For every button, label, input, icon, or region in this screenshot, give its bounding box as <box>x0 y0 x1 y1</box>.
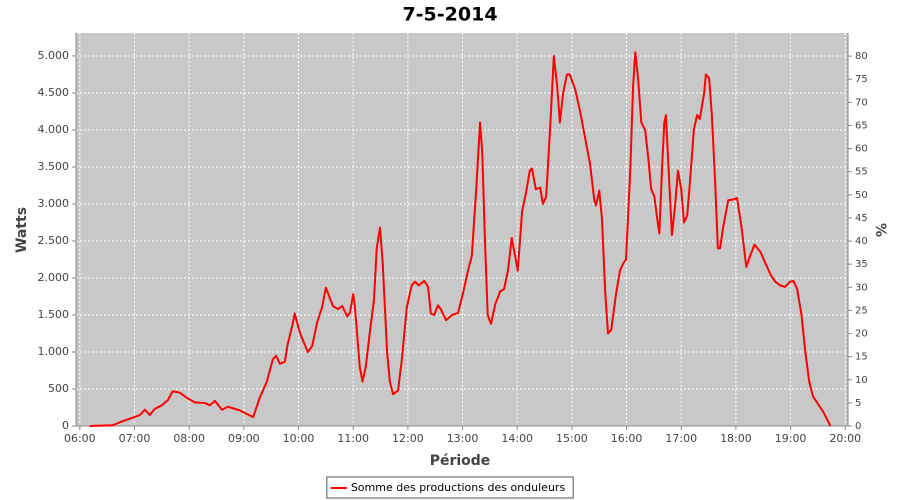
x-tick-label: 18:00 <box>720 432 752 445</box>
x-tick-label: 12:00 <box>392 432 424 445</box>
x-tick-label: 11:00 <box>337 432 369 445</box>
x-tick-label: 09:00 <box>228 432 260 445</box>
x-tick-label: 16:00 <box>611 432 643 445</box>
y2-tick-label: 40 <box>855 236 868 247</box>
x-tick-label: 07:00 <box>119 432 151 445</box>
legend: Somme des productions des onduleurs <box>326 476 574 499</box>
y2-tick-label: 10 <box>855 375 868 386</box>
y-tick-label: 2.500 <box>38 234 70 247</box>
y2-tick-label: 50 <box>855 190 868 201</box>
y-axis-label: Watts <box>14 207 30 253</box>
y-tick-label: 2.000 <box>38 271 70 284</box>
y-tick-label: 4.000 <box>38 123 70 136</box>
y2-tick-label: 75 <box>855 74 868 85</box>
y2-tick-label: 70 <box>855 97 868 108</box>
y2-axis-label: % <box>872 223 888 237</box>
x-tick-label: 19:00 <box>775 432 807 445</box>
y2-tick-label: 65 <box>855 120 868 131</box>
plot-area <box>76 33 848 426</box>
x-tick-label: 17:00 <box>665 432 697 445</box>
y2-tick-label: 5 <box>855 398 861 409</box>
y-tick-label: 500 <box>48 382 69 395</box>
x-tick-label: 13:00 <box>447 432 479 445</box>
y-tick-label: 0 <box>62 419 69 432</box>
y-tick-label: 5.000 <box>38 49 70 62</box>
y2-tick-label: 35 <box>855 259 868 270</box>
y2-tick-label: 80 <box>855 51 868 62</box>
x-tick-label: 20:00 <box>829 432 861 445</box>
y2-tick-label: 30 <box>855 282 868 293</box>
y2-tick-label: 0 <box>855 421 861 432</box>
y2-tick-label: 60 <box>855 144 868 155</box>
x-tick-label: 15:00 <box>556 432 588 445</box>
x-tick-label: 08:00 <box>173 432 205 445</box>
x-tick-label: 10:00 <box>283 432 315 445</box>
y2-tick-label: 45 <box>855 213 868 224</box>
x-tick-label: 06:00 <box>64 432 96 445</box>
y-tick-label: 1.000 <box>38 345 70 358</box>
y2-tick-label: 55 <box>855 167 868 178</box>
y2-tick-label: 15 <box>855 352 868 363</box>
x-axis-label: Période <box>430 453 491 469</box>
y-tick-label: 3.500 <box>38 160 70 173</box>
y-tick-label: 3.000 <box>38 197 70 210</box>
data-line <box>89 51 832 427</box>
legend-label: Somme des productions des onduleurs <box>351 481 566 494</box>
x-tick-label: 14:00 <box>501 432 533 445</box>
chart-title: 7-5-2014 <box>402 4 497 26</box>
y-tick-label: 1.500 <box>38 308 70 321</box>
y2-tick-label: 25 <box>855 305 868 316</box>
y-tick-label: 4.500 <box>38 86 70 99</box>
y2-tick-label: 20 <box>855 329 868 340</box>
legend-box <box>326 476 574 499</box>
